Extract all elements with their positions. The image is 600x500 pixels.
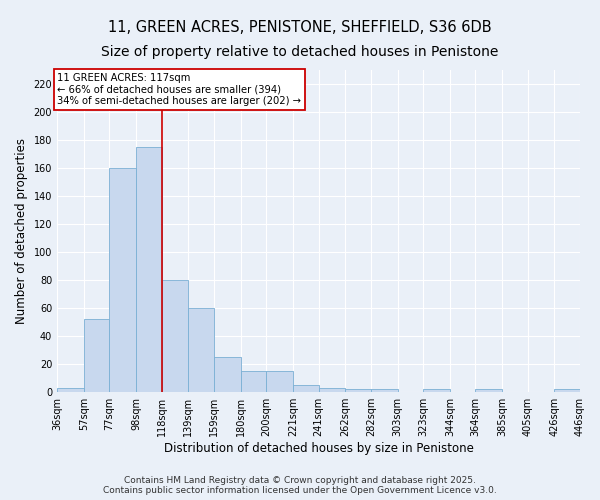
Text: 11 GREEN ACRES: 117sqm
← 66% of detached houses are smaller (394)
34% of semi-de: 11 GREEN ACRES: 117sqm ← 66% of detached…: [57, 73, 301, 106]
Bar: [161, 280, 188, 392]
Bar: [371, 390, 398, 392]
Bar: [214, 357, 241, 392]
Bar: [136, 147, 161, 392]
Text: Contains HM Land Registry data © Crown copyright and database right 2025.
Contai: Contains HM Land Registry data © Crown c…: [103, 476, 497, 495]
Bar: [423, 390, 450, 392]
Text: Size of property relative to detached houses in Penistone: Size of property relative to detached ho…: [101, 45, 499, 59]
Bar: [293, 385, 319, 392]
Bar: [266, 371, 293, 392]
Bar: [319, 388, 346, 392]
X-axis label: Distribution of detached houses by size in Penistone: Distribution of detached houses by size …: [164, 442, 473, 455]
Bar: [241, 371, 266, 392]
Bar: [57, 388, 84, 392]
Bar: [188, 308, 214, 392]
Bar: [475, 390, 502, 392]
Bar: [554, 390, 580, 392]
Text: 11, GREEN ACRES, PENISTONE, SHEFFIELD, S36 6DB: 11, GREEN ACRES, PENISTONE, SHEFFIELD, S…: [108, 20, 492, 35]
Y-axis label: Number of detached properties: Number of detached properties: [15, 138, 28, 324]
Bar: [346, 390, 371, 392]
Bar: [109, 168, 136, 392]
Bar: [84, 320, 109, 392]
